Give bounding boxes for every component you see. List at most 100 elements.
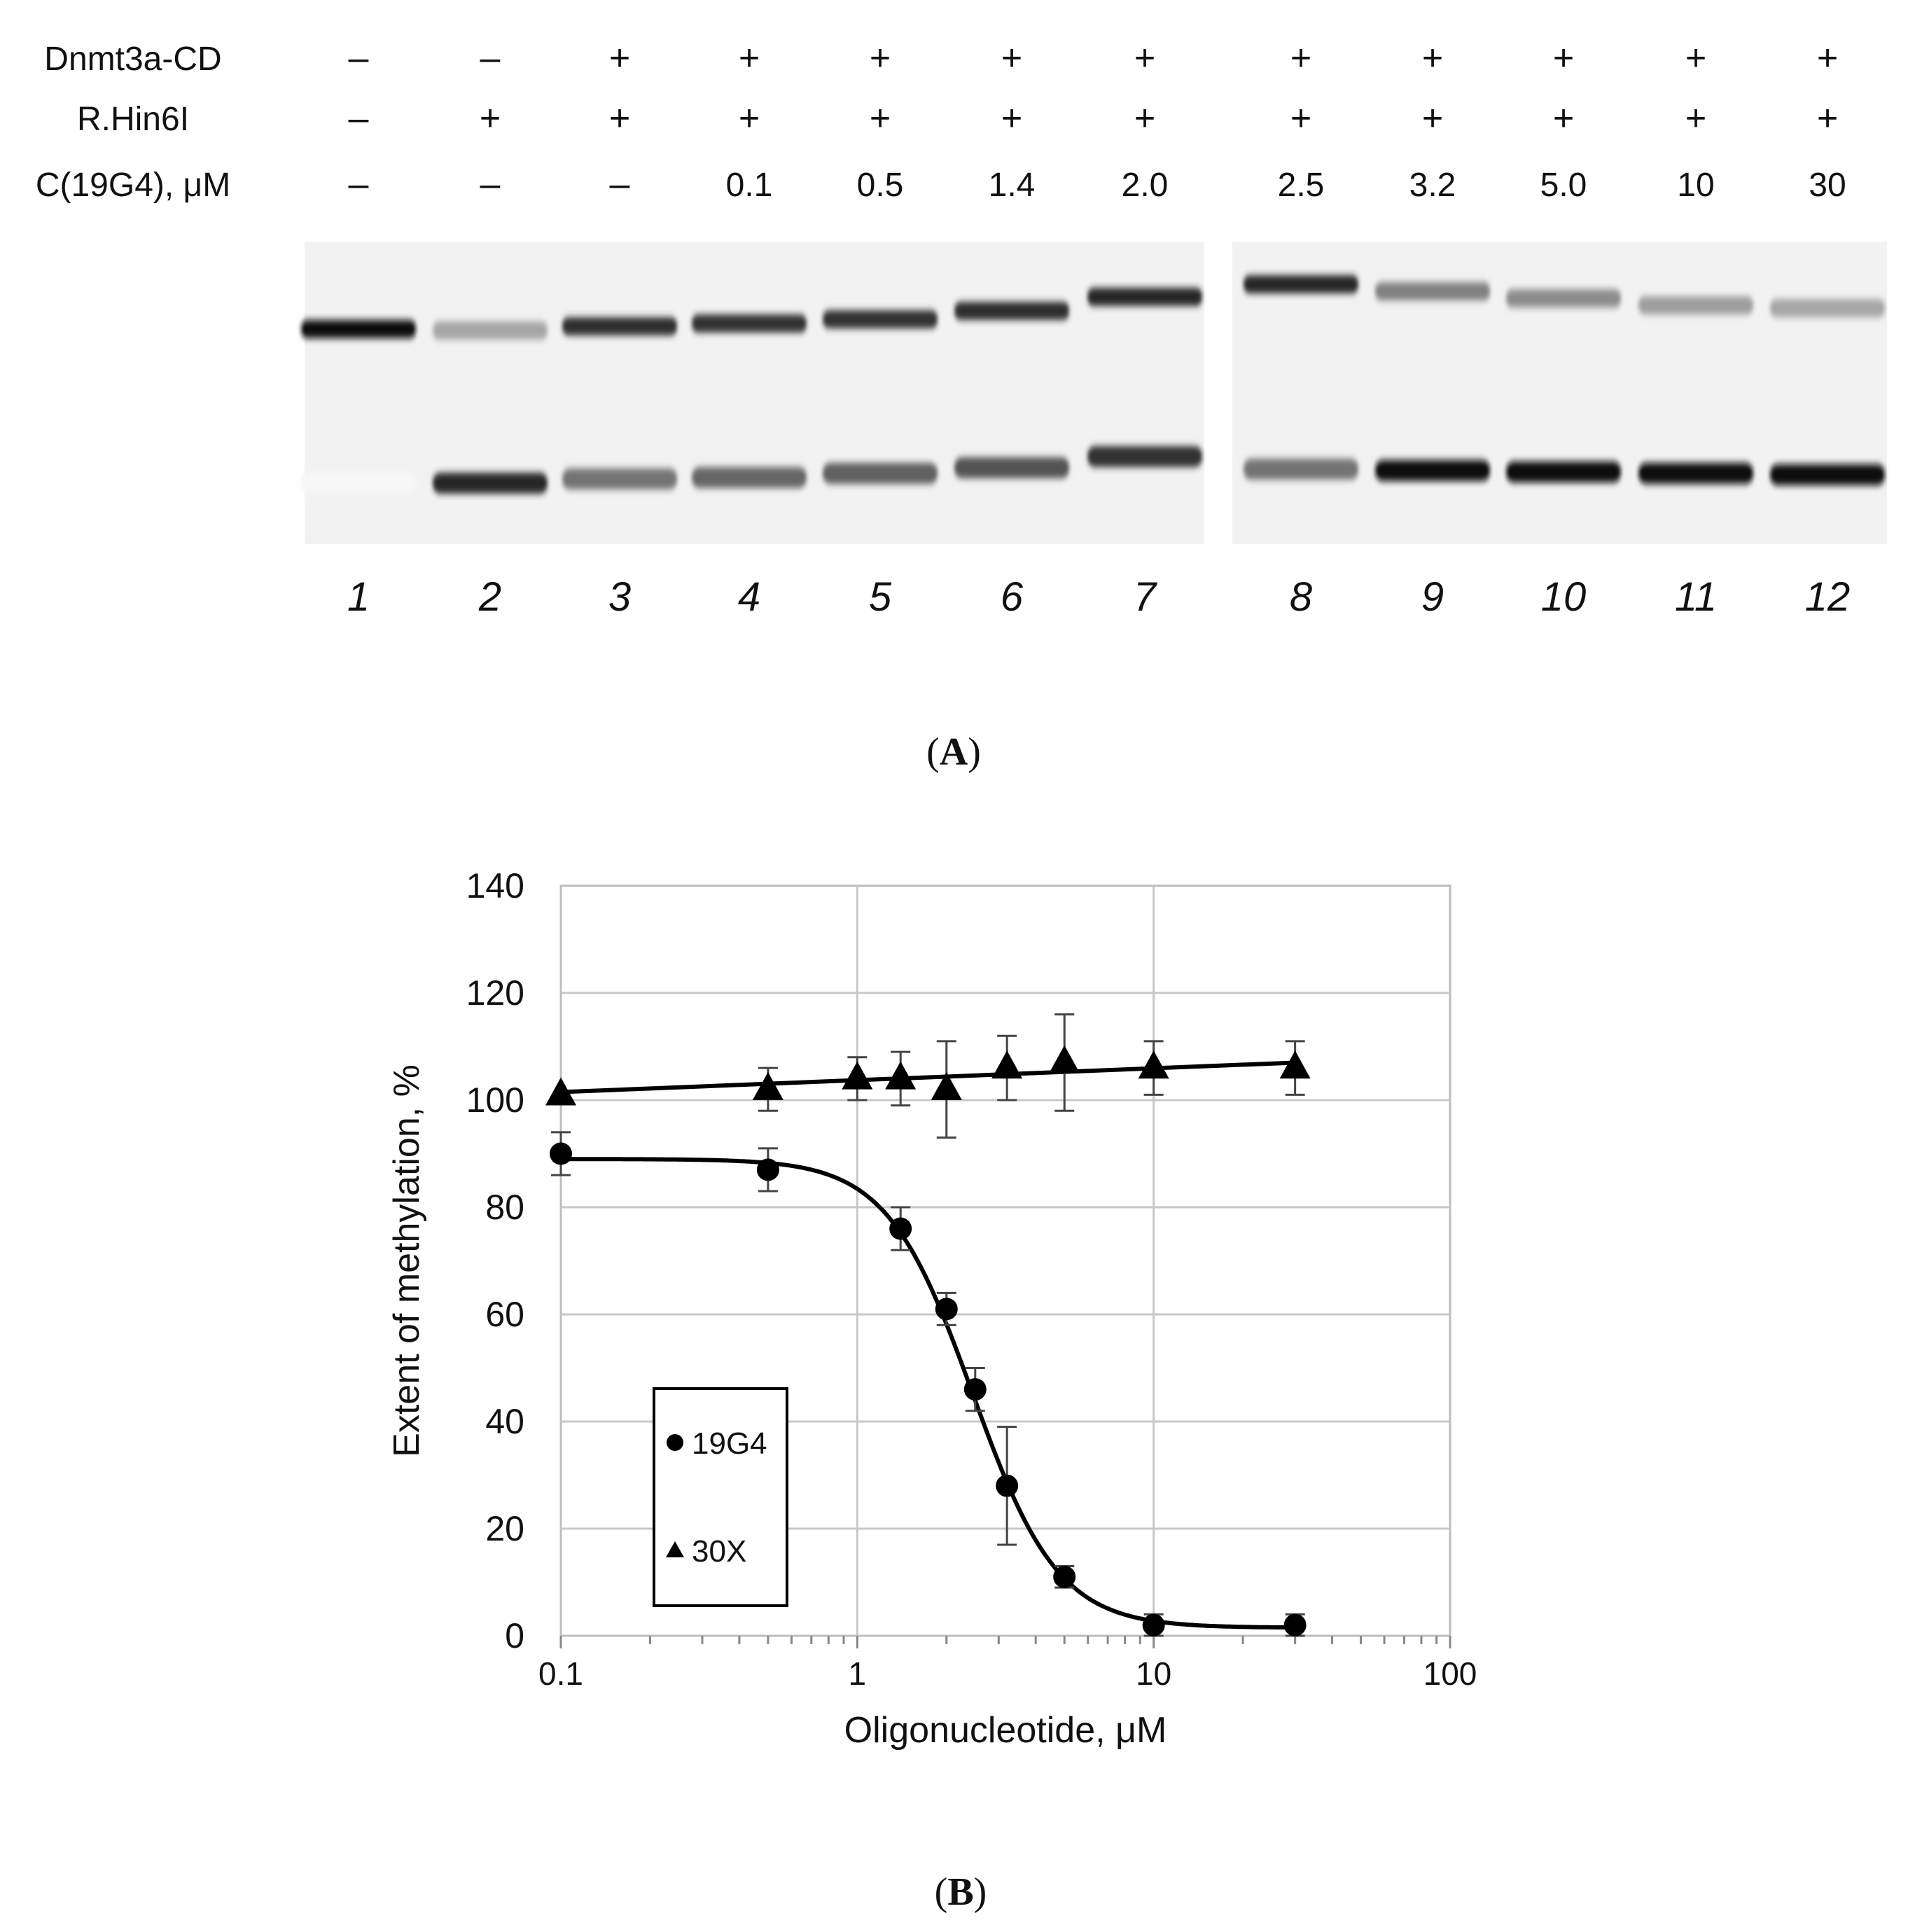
panel-a-label: (A) <box>926 730 981 774</box>
x-tick-label: 100 <box>1423 1655 1477 1692</box>
gel-lane-number: 6 <box>1001 574 1024 620</box>
data-point-30x <box>931 1071 962 1100</box>
gel-band-upper <box>1244 275 1358 293</box>
gel-band-upper <box>1375 282 1490 300</box>
gel-cell-value: 30 <box>1809 167 1846 204</box>
gel-cell-value: 0.5 <box>857 167 904 204</box>
gel-lane-numbers: 1 2 3 4 5 6 7 8 9 10 11 12 <box>347 574 1850 620</box>
x-axis-label: Oligonucleotide, μM <box>844 1710 1167 1751</box>
gel-cell-value: – <box>610 164 630 204</box>
gel-band-lower <box>433 473 548 494</box>
gel-cell-value: + <box>870 38 891 78</box>
gel-band-upper <box>1638 296 1753 314</box>
gel-cell-value: + <box>1422 98 1443 139</box>
gel-lane-number: 5 <box>869 574 892 620</box>
gel-lane-number: 11 <box>1675 574 1717 620</box>
gel-lane-number: 1 <box>347 574 370 620</box>
gel-cell-value: + <box>1001 38 1022 78</box>
gel-band-lower <box>1375 460 1490 481</box>
gel-band-lower <box>1506 461 1621 482</box>
gel-cell-value: + <box>480 98 501 139</box>
legend: 19G4 30X <box>653 1387 788 1607</box>
data-point-30x <box>1138 1050 1169 1079</box>
gel-band-lower <box>1638 463 1753 484</box>
gel-band-upper <box>954 302 1069 320</box>
gel-cell-value: 10 <box>1677 167 1714 204</box>
gel-cell-value: + <box>870 98 891 139</box>
gel-cell-value: 2.0 <box>1122 167 1169 204</box>
gel-cell-value: + <box>1817 38 1838 78</box>
gel-row-values: – – + + + + + + + + + + – + + + + + + + + + + + – – – 0.1 0.5 1.4 2.0 2… <box>349 38 1846 204</box>
gel-cell-value: 5.0 <box>1540 167 1587 204</box>
gel-band-upper <box>562 317 677 335</box>
gel-cell-value: – <box>349 164 369 204</box>
fit-line-30x <box>560 1060 1295 1094</box>
y-tick-label: 120 <box>466 973 524 1013</box>
gel-cell-value: 1.4 <box>989 167 1036 204</box>
data-points <box>545 1045 1311 1636</box>
gel-row-labels: Dnmt3a-CD R.Hin6I C(19G4), μM <box>36 41 230 204</box>
gel-panel: Dnmt3a-CD R.Hin6I C(19G4), μM – – + + + + + + + + + +… <box>36 38 1887 774</box>
y-tick-label: 60 <box>485 1295 524 1334</box>
legend-marker-19g4 <box>667 1434 683 1451</box>
gel-lane-number: 2 <box>478 574 501 620</box>
gel-cell-value: + <box>1685 98 1706 139</box>
y-tick-label: 20 <box>485 1509 524 1548</box>
gel-cell-value: 0.1 <box>726 167 773 204</box>
gel-band-lower <box>301 473 416 494</box>
gel-row-label: C(19G4), μM <box>36 167 230 204</box>
gel-band-upper <box>1087 288 1202 306</box>
gel-band-upper <box>692 314 807 333</box>
legend-label-30x: 30X <box>692 1534 746 1569</box>
gel-cell-value: + <box>1290 98 1311 139</box>
data-point-30x <box>752 1071 784 1100</box>
gel-lane-number: 10 <box>1541 574 1587 620</box>
gel-cell-value: – <box>349 38 369 78</box>
gel-cell-value: 2.5 <box>1278 167 1325 204</box>
y-tick-label: 40 <box>485 1402 524 1441</box>
fit-curves <box>560 1060 1295 1630</box>
gel-cell-value: + <box>1001 98 1022 139</box>
x-tick-label: 1 <box>849 1655 867 1692</box>
data-point-19g4 <box>963 1378 987 1401</box>
panel-b-label: (B) <box>935 1870 987 1914</box>
gel-band-lower <box>692 467 807 488</box>
gel-lane-number: 9 <box>1421 574 1444 620</box>
data-point-19g4 <box>1142 1613 1165 1636</box>
y-tick-label: 140 <box>466 866 524 905</box>
y-tick-label: 100 <box>466 1080 524 1120</box>
gel-cell-value: + <box>1290 38 1311 78</box>
gel-cell-value: + <box>739 38 760 78</box>
gel-image-left <box>305 242 1204 544</box>
gel-cell-value: – <box>349 98 369 139</box>
data-point-30x <box>1279 1050 1311 1079</box>
x-tick-label: 10 <box>1136 1655 1171 1692</box>
gel-cell-value: 3.2 <box>1409 167 1456 204</box>
x-axis: 0.1 1 10 100 <box>538 1636 1477 1692</box>
data-point-19g4 <box>550 1142 572 1165</box>
gel-bands <box>301 275 1885 494</box>
gel-cell-value: + <box>739 98 760 139</box>
gel-cell-value: + <box>609 98 630 139</box>
legend-box <box>653 1387 788 1607</box>
x-tick-label: 0.1 <box>538 1655 583 1692</box>
legend-label-19g4: 19G4 <box>692 1426 767 1461</box>
gel-lane-number: 3 <box>608 574 631 620</box>
gel-row-label: Dnmt3a-CD <box>44 41 221 78</box>
gel-row-label: R.Hin6I <box>77 101 189 138</box>
data-point-19g4 <box>935 1298 958 1321</box>
gel-cell-value: + <box>1553 98 1574 139</box>
gel-lane-number: 4 <box>738 574 760 620</box>
data-point-30x <box>545 1077 576 1106</box>
gel-band-lower <box>1244 459 1358 480</box>
y-tick-label: 80 <box>485 1188 524 1227</box>
chart-panel: 0 20 40 60 80 100 120 140 0.1 1 10 100 Extent of m… <box>387 866 1477 1914</box>
data-point-30x <box>842 1061 873 1090</box>
data-point-19g4 <box>996 1474 1019 1497</box>
gel-band-lower <box>1087 446 1202 467</box>
data-point-30x <box>1049 1045 1080 1073</box>
gel-cell-value: – <box>480 38 501 78</box>
data-point-19g4 <box>1283 1613 1307 1636</box>
gel-band-upper <box>823 310 938 328</box>
